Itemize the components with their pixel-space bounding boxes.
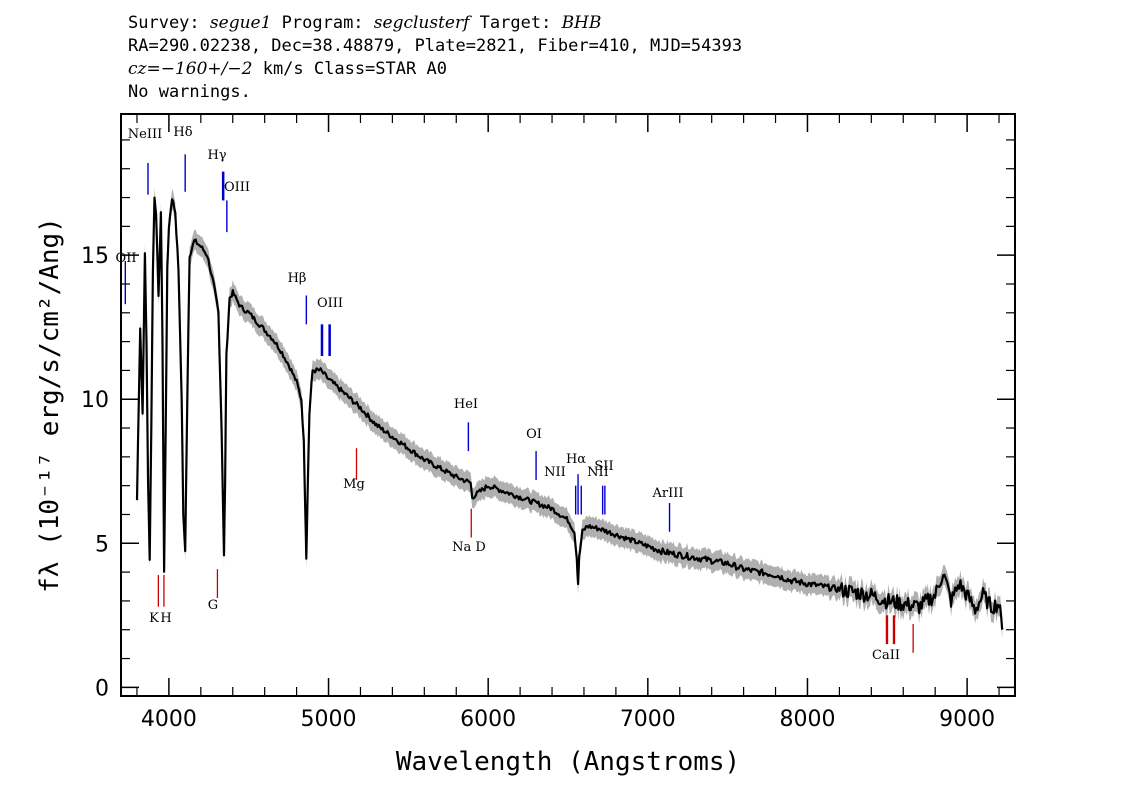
header-line-redshift: cz=−160+/−2 km/s Class=STAR A0 [128,58,742,81]
y-tick-label: 15 [81,244,109,269]
header-line-warnings: No warnings. [128,82,251,102]
y-tick-label: 0 [95,676,109,701]
survey-value: segue1 [209,13,272,33]
target-label: Target: [479,13,552,33]
emission-line-label: Hδ [173,125,192,140]
header-line-survey: Survey: segue1 Program: segclusterf Targ… [128,12,742,35]
x-axis-title: Wavelength (Angstroms) [396,747,740,777]
absorption-line-label: K [149,611,159,626]
cz-unit-class: km/s Class=STAR A0 [252,59,447,79]
absorption-line-label: CaII [872,648,900,663]
emission-line-label: NII [544,465,566,480]
program-label: Program: [281,13,364,33]
emission-line-label: OI [526,427,542,442]
emission-line-label: OIII [317,296,343,311]
emission-line-label: ArIII [651,486,683,501]
error-band [137,187,1003,640]
error-band-layer [137,187,1003,640]
spectrum-header: Survey: segue1 Program: segclusterf Targ… [128,12,742,104]
y-tick-label: 10 [81,388,109,413]
survey-label: Survey: [128,13,200,33]
x-tick-label: 9000 [939,707,995,732]
emission-line-label: OIII [224,180,250,195]
program-value: segclusterf [373,13,470,33]
x-tick-label: 4000 [141,707,197,732]
absorption-line-label: G [208,598,218,613]
x-tick-label: 7000 [620,707,676,732]
y-axis-title: fλ (10⁻¹⁷ erg/s/cm²/Ang) [35,217,65,593]
absorption-line-label: H [160,611,171,626]
target-value: BHB [561,13,602,33]
x-tick-label: 8000 [779,707,835,732]
header-line-coords: RA=290.02238, Dec=38.48879, Plate=2821, … [128,36,743,56]
emission-line-label: Hγ [207,148,226,163]
axis-ticks: 4000 5000 6000 7000 8000 9000 0 5 10 15 [81,114,1015,732]
x-tick-label: 6000 [460,707,516,732]
cz-label: cz= [128,59,161,79]
emission-line-label: Hβ [288,271,307,286]
absorption-line-label: Mg [343,477,365,492]
emission-line-label: Hα [566,452,586,467]
emission-line-label: OII [116,251,137,266]
spectrum-series-layer [135,196,1004,630]
emission-line-label: HeI [454,397,478,412]
plot-frame [120,113,1016,697]
emission-line-label: SII [594,459,613,474]
y-tick-label: 5 [95,532,109,557]
emission-line-label: NeIII [128,127,162,142]
spectrum-line [135,196,1004,630]
cz-value: −160+/−2 [160,59,253,79]
absorption-line-label: Na D [452,540,486,555]
emission-line-label: NII [587,465,609,480]
x-tick-label: 5000 [301,707,357,732]
